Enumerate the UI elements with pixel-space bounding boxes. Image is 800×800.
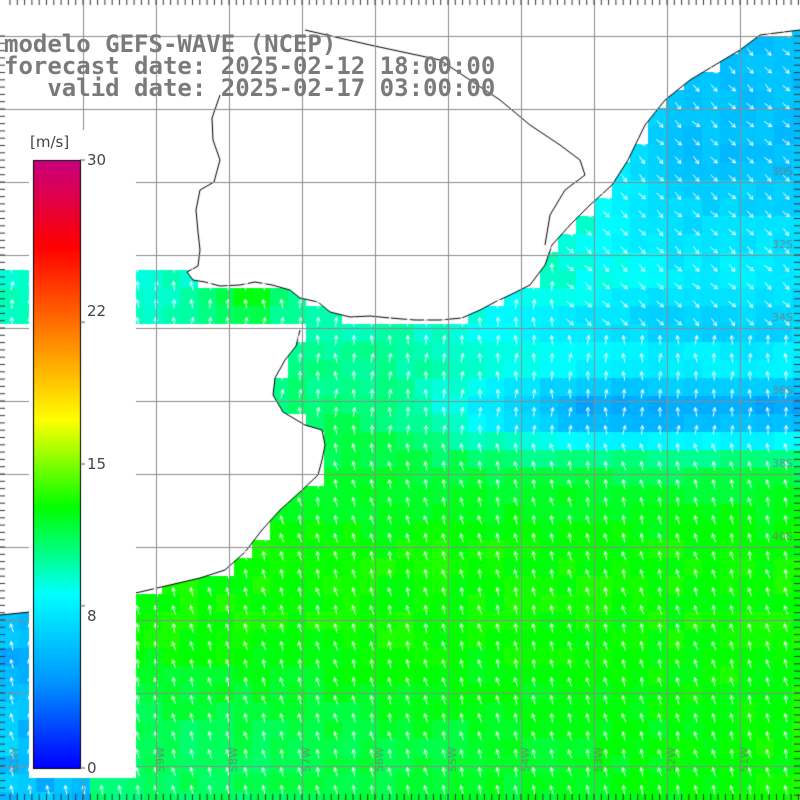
forecast-date: forecast date: 2025-02-12 18:00:00 <box>4 52 496 80</box>
colorbar-tick-label: 8 <box>87 607 97 625</box>
colorbar-tick-label: 0 <box>87 759 97 777</box>
valid-date: valid date: 2025-02-17 03:00:00 <box>4 74 496 102</box>
model-title: modelo GEFS-WAVE (NCEP) <box>4 30 337 58</box>
colorbar-tick-label: 30 <box>87 151 107 169</box>
colorbar-unit: [m/s] <box>30 133 70 151</box>
colorbar-tick-label: 22 <box>87 302 107 320</box>
colorbar-tick-label: 15 <box>87 455 107 473</box>
